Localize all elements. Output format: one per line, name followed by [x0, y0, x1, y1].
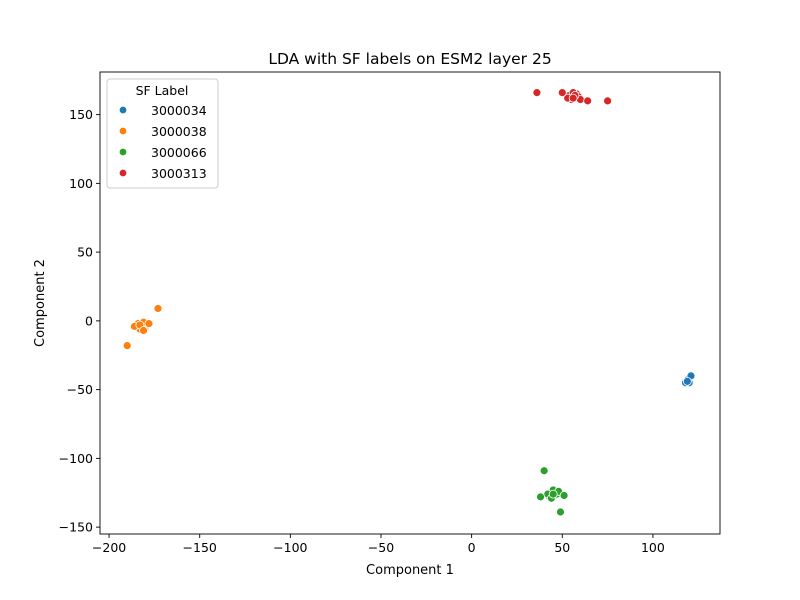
data-point [559, 491, 569, 500]
data-point [144, 319, 154, 329]
series-3000034 [681, 371, 696, 388]
legend-items: 3000034 3000038 3000066 3000313 [118, 103, 207, 181]
points-layer [122, 88, 696, 517]
y-tick-label: 100 [69, 176, 93, 191]
data-point [122, 341, 132, 351]
legend: SF Label 3000034 3000038 3000066 3000313 [106, 78, 219, 189]
legend-label: 3000038 [151, 124, 207, 139]
y-tick-label: −150 [59, 520, 93, 535]
data-point [557, 88, 567, 98]
series-3000038 [122, 304, 163, 351]
y-tick-label: 50 [77, 245, 93, 260]
series-3000313 [532, 88, 613, 106]
x-tick-label: −150 [183, 540, 217, 555]
x-tick-label: −50 [368, 540, 394, 555]
legend-box [106, 78, 219, 189]
chart-title: LDA with SF labels on ESM2 layer 25 [268, 50, 551, 68]
x-tick-label: −100 [273, 540, 307, 555]
data-point [603, 96, 613, 106]
data-point [532, 88, 542, 98]
data-point [556, 507, 565, 517]
legend-marker [118, 168, 128, 178]
x-axis: −200 −150 −100 −50 0 50 100 [92, 534, 665, 555]
legend-marker [118, 105, 128, 115]
data-point [583, 96, 593, 106]
y-tick-label: 150 [69, 107, 93, 122]
data-point [153, 304, 163, 313]
x-tick-label: 100 [641, 540, 665, 555]
data-point [568, 93, 578, 103]
legend-marker [118, 126, 128, 136]
data-point [139, 326, 148, 335]
x-tick-label: −200 [92, 540, 126, 555]
data-point [682, 376, 692, 386]
data-point [536, 492, 545, 502]
legend-title: SF Label [136, 83, 189, 98]
y-axis: −150 −100 −50 0 50 100 150 [59, 107, 100, 535]
x-tick-label: 50 [554, 540, 570, 555]
plot-frame [99, 71, 721, 535]
data-point [548, 489, 558, 499]
y-axis-label: Component 2 [33, 259, 48, 347]
x-tick-label: 0 [468, 540, 476, 555]
legend-label: 3000313 [151, 166, 207, 181]
legend-marker [118, 147, 128, 157]
legend-label: 3000066 [151, 145, 207, 160]
x-axis-label: Component 1 [366, 563, 454, 578]
series-3000066 [536, 466, 569, 517]
y-tick-label: 0 [85, 313, 93, 328]
y-tick-label: −100 [59, 451, 93, 466]
data-point [539, 466, 549, 476]
legend-label: 3000034 [151, 103, 207, 118]
y-tick-label: −50 [67, 382, 93, 397]
